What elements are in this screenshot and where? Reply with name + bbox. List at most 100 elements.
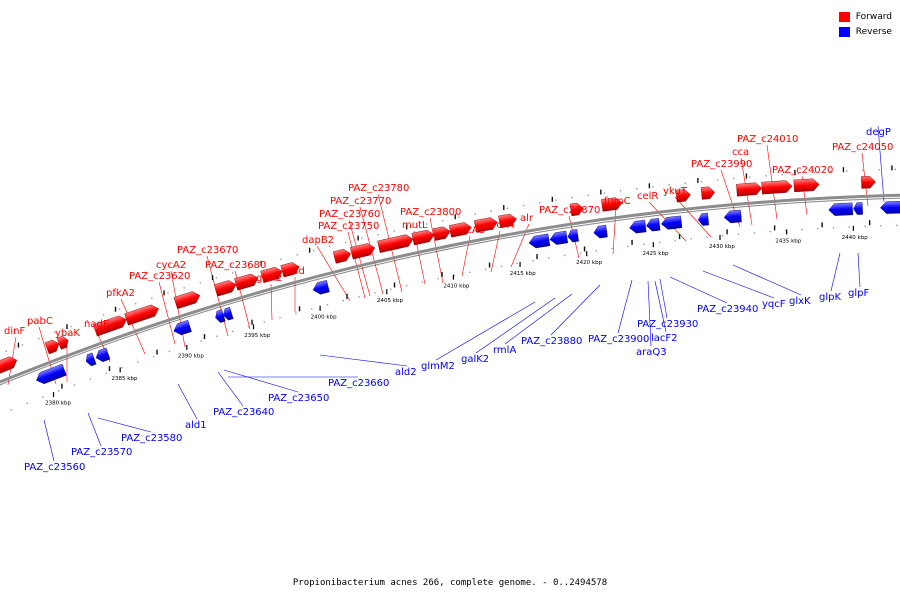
forward-gene-arrow[interactable] [793, 178, 820, 193]
reverse-gene-arrow[interactable] [172, 319, 192, 337]
forward-gene-arrow[interactable] [56, 335, 70, 350]
forward-gene-label[interactable]: PAZ_c23990 [691, 159, 752, 170]
forward-gene-arrow[interactable] [173, 290, 202, 310]
reverse-gene-label[interactable]: PAZ_c23650 [268, 393, 329, 404]
reverse-gene-arrow[interactable] [84, 352, 97, 367]
forward-gene-label[interactable]: pfkA2 [106, 288, 135, 299]
reverse-leader-line [732, 264, 802, 296]
forward-gene-label[interactable]: nadE [84, 319, 109, 330]
forward-gene-label[interactable]: PAZ_c23670 [177, 245, 238, 256]
forward-gene-arrow[interactable] [234, 272, 259, 291]
forward-gene-label[interactable]: PAZ_c23870 [539, 205, 600, 216]
reverse-gene-label[interactable]: PAZ_c23940 [697, 304, 758, 315]
reverse-gene-label[interactable]: glxK [789, 296, 811, 307]
forward-gene-label[interactable]: add [286, 266, 305, 277]
reverse-gene-arrow[interactable] [549, 230, 569, 246]
forward-gene-label[interactable]: dapB2 [302, 235, 334, 246]
forward-gene-label[interactable]: PAZ_c23800 [400, 207, 461, 218]
track-dot [722, 234, 724, 237]
forward-gene-label[interactable]: cycA2 [156, 260, 186, 271]
forward-gene-label[interactable]: mutL [402, 220, 428, 231]
forward-gene-arrow[interactable] [861, 175, 876, 189]
reverse-gene-arrow[interactable] [593, 224, 608, 239]
forward-gene-arrow[interactable] [498, 213, 517, 229]
forward-gene-arrow[interactable] [736, 182, 763, 197]
forward-gene-label[interactable]: PAZ_c23750 [318, 221, 379, 232]
reverse-gene-label[interactable]: araQ3 [636, 347, 667, 358]
reverse-gene-label[interactable]: PAZ_c23930 [637, 319, 698, 330]
forward-gene-label[interactable]: fumC [604, 196, 631, 207]
forward-gene-label[interactable]: PAZ_c23620 [129, 271, 190, 282]
forward-gene-label[interactable]: cycA3 [455, 225, 485, 236]
forward-gene-arrow[interactable] [761, 180, 793, 195]
reverse-gene-arrow[interactable] [646, 218, 661, 232]
reverse-gene-arrow[interactable] [312, 280, 330, 296]
reverse-gene-arrow[interactable] [34, 363, 67, 386]
reverse-gene-label[interactable]: PAZ_c23580 [121, 433, 182, 444]
reverse-gene-arrow[interactable] [94, 347, 111, 364]
forward-gene-arrow[interactable] [332, 248, 352, 264]
forward-gene-label[interactable]: alr [520, 213, 534, 224]
forward-gene-label[interactable]: pabC [27, 316, 53, 327]
reverse-gene-label[interactable]: PAZ_c23660 [328, 378, 389, 389]
reverse-gene-arrow[interactable] [567, 229, 579, 243]
reverse-gene-arrow[interactable] [828, 202, 854, 216]
forward-gene-label[interactable]: celR [637, 191, 658, 202]
forward-gene-arrow[interactable] [474, 216, 498, 233]
forward-gene-arrow[interactable] [44, 338, 61, 355]
forward-gene-label[interactable]: cca [732, 147, 749, 158]
reverse-gene-label[interactable]: glpF [848, 288, 869, 299]
reverse-gene-label[interactable]: ald1 [185, 420, 207, 431]
reverse-gene-arrow[interactable] [214, 309, 226, 324]
forward-gene-arrow[interactable] [432, 225, 452, 241]
reverse-gene-label[interactable]: PAZ_c23560 [24, 462, 85, 473]
forward-gene-arrow[interactable] [700, 186, 715, 200]
reverse-gene-label[interactable]: glpK [819, 292, 841, 303]
forward-gene-arrow[interactable] [569, 202, 584, 217]
forward-gene-arrow[interactable] [260, 266, 284, 283]
forward-gene-label[interactable]: ykuT [663, 186, 688, 197]
reverse-gene-arrow[interactable] [697, 212, 709, 226]
forward-gene-arrow[interactable] [124, 303, 161, 326]
reverse-gene-label[interactable]: yqcF [762, 299, 786, 310]
forward-gene-label[interactable]: dinF [4, 326, 25, 337]
forward-gene-label[interactable]: PAZ_c23680 [205, 260, 266, 271]
forward-gene-label[interactable]: PAZ_c24020 [772, 165, 833, 176]
reverse-gene-label[interactable]: ald2 [395, 367, 417, 378]
legend: Forward Reverse [838, 9, 892, 39]
reverse-gene-label[interactable]: glmM2 [421, 361, 455, 372]
forward-gene-arrow[interactable] [601, 197, 623, 212]
forward-gene-label[interactable]: PAZ_c23770 [330, 196, 391, 207]
reverse-gene-label[interactable]: PAZ_c23880 [521, 336, 582, 347]
forward-gene-label[interactable]: PAZ_c24010 [737, 134, 798, 145]
reverse-gene-label[interactable]: PAZ_c23900 [588, 334, 649, 345]
reverse-gene-label[interactable]: PAZ_c23570 [71, 447, 132, 458]
forward-gene-label[interactable]: PAZ_c24050 [832, 142, 893, 153]
forward-gene-arrow[interactable] [675, 189, 691, 203]
forward-gene-label[interactable]: ybaK [55, 328, 80, 339]
reverse-gene-arrow[interactable] [222, 306, 234, 321]
forward-gene-arrow[interactable] [411, 229, 436, 246]
reverse-gene-arrow[interactable] [880, 201, 900, 214]
reverse-gene-label[interactable]: rmlA [493, 345, 516, 356]
reverse-gene-arrow[interactable] [629, 219, 647, 234]
forward-gene-label[interactable]: gltA2 [256, 273, 282, 284]
reverse-gene-label[interactable]: lacF2 [651, 333, 678, 344]
forward-gene-arrow[interactable] [448, 221, 472, 238]
forward-gene-arrow[interactable] [280, 261, 301, 278]
reverse-gene-label[interactable]: degP [866, 127, 891, 138]
reverse-gene-label[interactable]: galK2 [461, 354, 489, 365]
forward-gene-arrow[interactable] [377, 233, 415, 253]
forward-gene-arrow[interactable] [213, 279, 238, 297]
forward-gene-arrow[interactable] [350, 242, 376, 260]
forward-gene-arrow[interactable] [0, 355, 19, 379]
forward-gene-label[interactable]: PAZ_c23760 [319, 209, 380, 220]
reverse-gene-label[interactable]: PAZ_c23640 [213, 407, 274, 418]
forward-gene-label[interactable]: cycA4 [485, 220, 515, 231]
reverse-gene-arrow[interactable] [723, 209, 742, 224]
reverse-gene-arrow[interactable] [853, 202, 863, 215]
forward-gene-label[interactable]: PAZ_c23780 [348, 183, 409, 194]
forward-gene-arrow[interactable] [93, 314, 128, 337]
reverse-gene-arrow[interactable] [528, 233, 551, 249]
reverse-gene-arrow[interactable] [661, 215, 683, 230]
